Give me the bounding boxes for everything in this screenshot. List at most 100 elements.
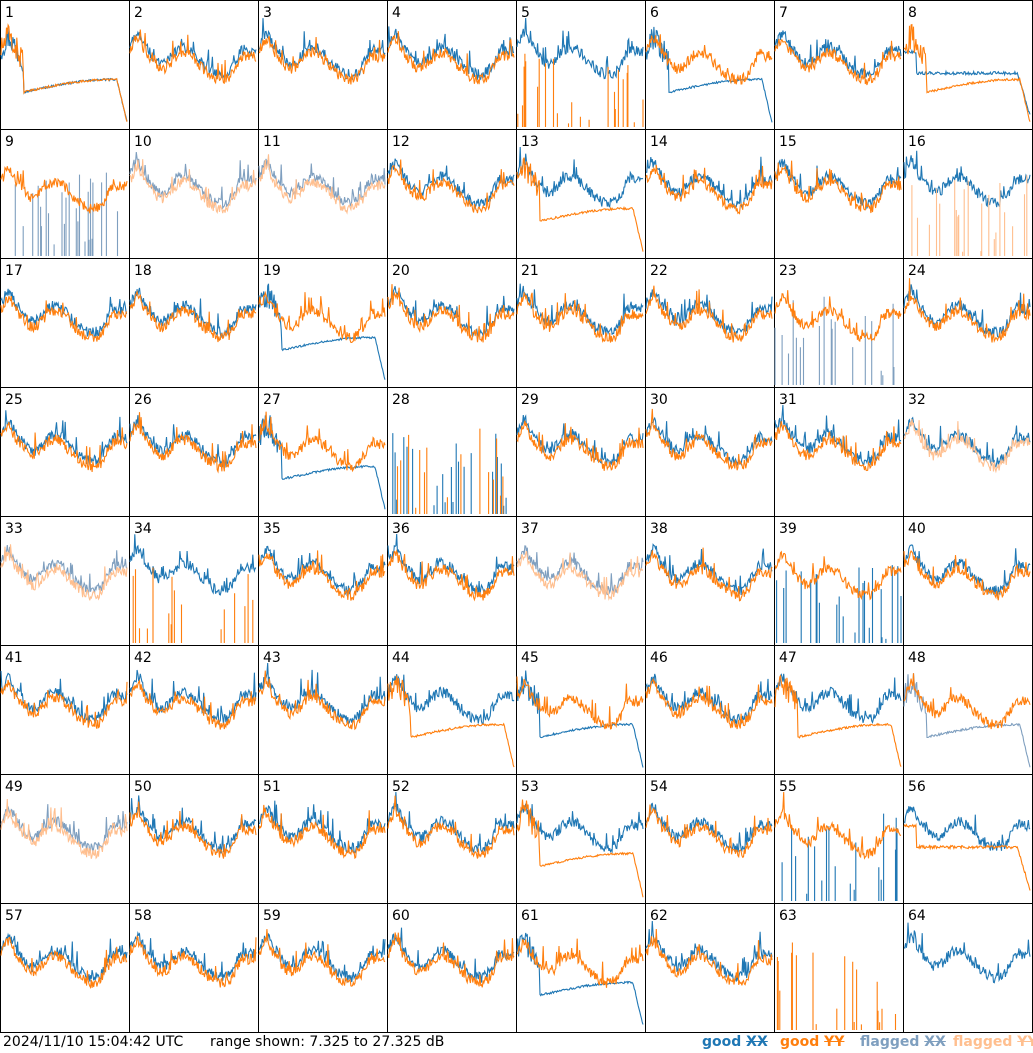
series-xx-good	[129, 287, 257, 338]
series-yy-good	[903, 23, 1031, 122]
series-yy-good	[903, 550, 1031, 601]
series-yy-good	[516, 157, 644, 252]
panel-48: 48	[903, 645, 1033, 775]
series-yy-good	[387, 675, 515, 768]
panel-44: 44	[387, 645, 517, 775]
series-xx-good	[258, 800, 386, 854]
panel-54: 54	[645, 774, 775, 904]
panel-label: 15	[779, 134, 797, 150]
series-yy-good	[129, 412, 257, 474]
series-yy-good	[0, 679, 128, 729]
series-yy-good	[516, 938, 644, 988]
series-xx-good	[903, 922, 1031, 984]
legend-good-yy: good YY	[780, 1034, 845, 1050]
panel-55: 55	[774, 774, 904, 904]
panel-label: 2	[134, 5, 143, 21]
panel-label: 39	[779, 521, 797, 537]
series-yy-good	[516, 799, 644, 898]
panel-label: 50	[134, 779, 152, 795]
panel-label: 42	[134, 650, 152, 666]
series-xx-good	[258, 283, 386, 380]
panel-label: 60	[392, 908, 410, 924]
panel-52: 52	[387, 774, 517, 904]
panel-36: 36	[387, 516, 517, 646]
series-xx-flagged	[774, 296, 895, 385]
series-yy-flagged	[129, 159, 257, 215]
series-yy-good	[516, 676, 644, 730]
panel-2: 2	[129, 0, 259, 130]
series-xx-good	[129, 30, 257, 81]
panel-57: 57	[0, 903, 130, 1033]
panel-13: 13	[516, 129, 646, 259]
series-xx-good	[387, 158, 515, 210]
panel-label: 7	[779, 5, 788, 21]
series-xx-good	[645, 416, 773, 466]
panel-37: 37	[516, 516, 646, 646]
series-yy-good	[0, 296, 128, 342]
panel-8: 8	[903, 0, 1033, 130]
panel-17: 17	[0, 258, 130, 388]
series-yy-good	[645, 804, 773, 859]
series-xx-good	[776, 565, 902, 643]
panel-6: 6	[645, 0, 775, 130]
series-yy-good	[903, 278, 1031, 343]
panel-label: 20	[392, 263, 410, 279]
legend-good-xx: good XX	[702, 1034, 768, 1050]
timestamp: 2024/11/10 15:04:42 UTC	[3, 1034, 184, 1050]
panel-label: 5	[521, 5, 530, 21]
panel-34: 34	[129, 516, 259, 646]
panel-47: 47	[774, 645, 904, 775]
panel-53: 53	[516, 774, 646, 904]
series-yy-good	[258, 550, 386, 601]
panel-62: 62	[645, 903, 775, 1033]
series-xx-good	[516, 283, 644, 336]
panel-label: 8	[908, 5, 917, 21]
panel-1: 1	[0, 0, 130, 130]
panel-label: 31	[779, 392, 797, 408]
panel-label: 14	[650, 134, 668, 150]
series-yy-good	[0, 23, 128, 122]
panel-32: 32	[903, 387, 1033, 517]
series-yy-good	[774, 38, 902, 86]
panel-label: 53	[521, 779, 539, 795]
series-xx-good	[903, 49, 1031, 115]
panel-label: 1	[5, 5, 14, 21]
series-yy-good	[129, 679, 257, 730]
panel-41: 41	[0, 645, 130, 775]
panel-frame	[387, 0, 517, 130]
panel-20: 20	[387, 258, 517, 388]
series-xx-good	[129, 930, 257, 983]
series-yy-good	[129, 935, 257, 988]
panel-label: 25	[5, 392, 23, 408]
panel-label: 19	[263, 263, 281, 279]
panel-label: 13	[521, 134, 539, 150]
panel-5: 5	[516, 0, 646, 130]
series-yy-good	[387, 795, 515, 859]
series-xx-good	[387, 533, 515, 595]
panel-49: 49	[0, 774, 130, 904]
series-yy-flagged	[258, 154, 386, 215]
panel-28: 28	[387, 387, 517, 517]
panel-label: 61	[521, 908, 539, 924]
series-xx-good	[645, 156, 773, 210]
panel-frame	[129, 0, 259, 130]
panel-59: 59	[258, 903, 388, 1033]
series-xx-good	[516, 670, 644, 768]
panel-39: 39	[774, 516, 904, 646]
series-yy-good	[258, 804, 386, 860]
panel-23: 23	[774, 258, 904, 388]
series-yy-good	[774, 290, 902, 343]
series-yy-good	[645, 164, 773, 215]
panel-43: 43	[258, 645, 388, 775]
panel-frame	[0, 129, 130, 259]
series-yy-good	[0, 166, 128, 214]
panel-frame	[645, 0, 775, 130]
panel-27: 27	[258, 387, 388, 517]
series-xx-flagged	[0, 804, 128, 854]
panel-frame	[258, 0, 388, 130]
panel-22: 22	[645, 258, 775, 388]
panel-label: 46	[650, 650, 668, 666]
panel-29: 29	[516, 387, 646, 517]
series-xx-good	[387, 674, 515, 725]
panel-40: 40	[903, 516, 1033, 646]
